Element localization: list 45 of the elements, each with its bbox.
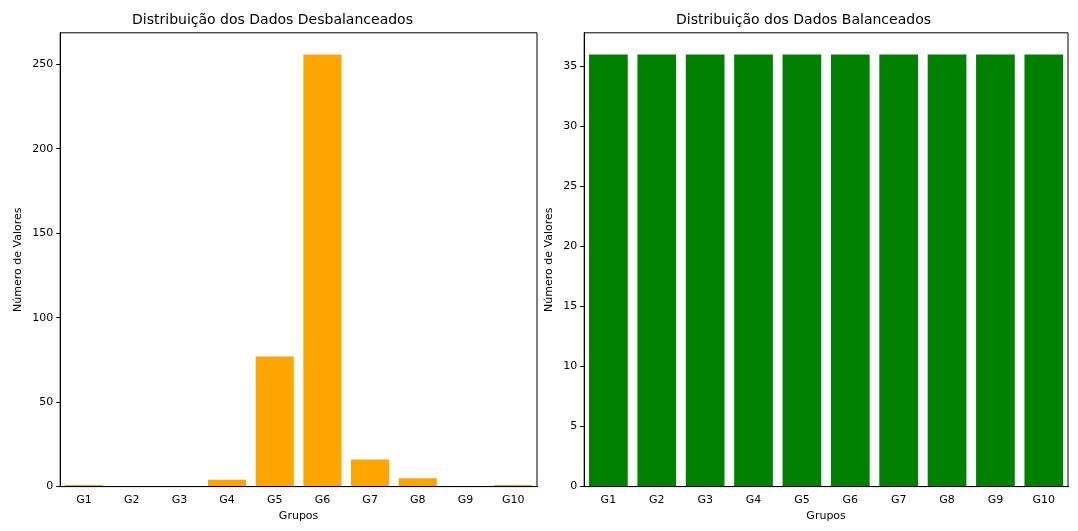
- x-tick-label: G5: [794, 493, 810, 507]
- y-axis-title: Número de Valores: [542, 207, 556, 312]
- bar: [303, 54, 342, 487]
- x-axis-title: Grupos: [278, 509, 319, 523]
- x-tick-label: G4: [219, 493, 235, 507]
- x-tick-label: G7: [890, 493, 907, 507]
- x-tick-label: G2: [123, 493, 140, 507]
- y-tick-label: 35: [563, 59, 578, 73]
- y-tick-label: 200: [32, 141, 54, 155]
- bar: [255, 356, 294, 487]
- y-tick-label: 50: [39, 395, 54, 409]
- y-tick-label: 0: [46, 479, 54, 493]
- x-tick-label: G9: [987, 493, 1004, 507]
- y-tick-label: 10: [563, 359, 578, 373]
- y-axis-title: Número de Valores: [11, 207, 25, 312]
- x-tick-label: G1: [600, 493, 617, 507]
- bar: [351, 459, 390, 487]
- bar: [208, 479, 247, 487]
- x-tick-label: G10: [501, 493, 525, 507]
- y-tick-label: 0: [570, 479, 578, 493]
- x-tick-label: G3: [171, 493, 188, 507]
- x-tick-label: G7: [362, 493, 378, 507]
- x-tick-label: G10: [1032, 493, 1056, 507]
- y-tick-label: 25: [563, 179, 578, 193]
- y-tick-label: 100: [32, 310, 54, 324]
- y-tick-label: 250: [32, 57, 54, 71]
- y-tick-label: 15: [563, 299, 578, 313]
- y-tick-label: 5: [570, 419, 578, 433]
- x-tick-label: G2: [649, 493, 665, 507]
- x-tick-label: G1: [76, 493, 92, 507]
- bar: [398, 478, 437, 487]
- y-tick-label: 30: [563, 119, 578, 133]
- x-tick-label: G8: [410, 493, 426, 507]
- x-tick-label: G5: [266, 493, 283, 507]
- x-tick-label: G4: [745, 493, 762, 507]
- x-tick-label: G3: [697, 493, 713, 507]
- x-tick-label: G8: [939, 493, 955, 507]
- x-axis-title: Grupos: [806, 509, 847, 523]
- y-tick-label: 20: [563, 239, 578, 253]
- x-tick-label: G6: [842, 493, 859, 507]
- x-tick-label: G6: [314, 493, 331, 507]
- y-tick-label: 150: [32, 226, 54, 240]
- chart-title: Distribuição dos Dados Balanceados: [676, 11, 931, 28]
- chart-title: Distribuição dos Dados Desbalanceados: [132, 11, 413, 28]
- x-tick-label: G9: [457, 493, 474, 507]
